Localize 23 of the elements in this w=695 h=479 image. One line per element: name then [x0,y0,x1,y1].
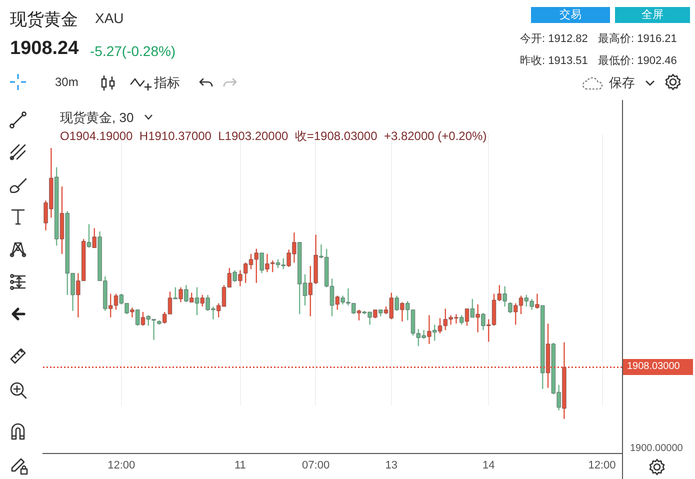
text: 指标 [154,74,180,92]
text: 最高价: 1916.21 [598,32,677,46]
text: 今开: 1912.82 [520,32,588,46]
text: 交易 [531,7,610,23]
x-tick-label: 07:00 [302,460,330,472]
text: 1908.03000 [627,360,680,374]
text: 1908.24 [10,38,79,60]
text: 全屏 [615,7,690,23]
x-tick-label: 11 [234,460,246,472]
x-tick-label: 14 [482,460,495,472]
x-tick-label: 12:00 [588,460,616,472]
text: 1900.00000 [630,443,683,454]
chart-subtitle: XAU [95,10,124,26]
text: 昨收: 1913.51 [520,54,588,68]
x-tick-label: 12:00 [108,460,136,472]
text: 30m [55,75,78,89]
text: 现货黄金, 30 [60,109,134,127]
text: -5.27(-0.28%) [90,43,176,59]
text: 保存 [609,74,635,92]
x-tick-label: 13 [385,460,398,472]
text: O1904.19000 H1910.37000 L1903.20000 收=1908.03000 +3.82000 (+0.20%) [60,129,487,143]
text: 最低价: 1902.46 [598,54,677,68]
chart-title: 现货黄金 [10,9,78,31]
